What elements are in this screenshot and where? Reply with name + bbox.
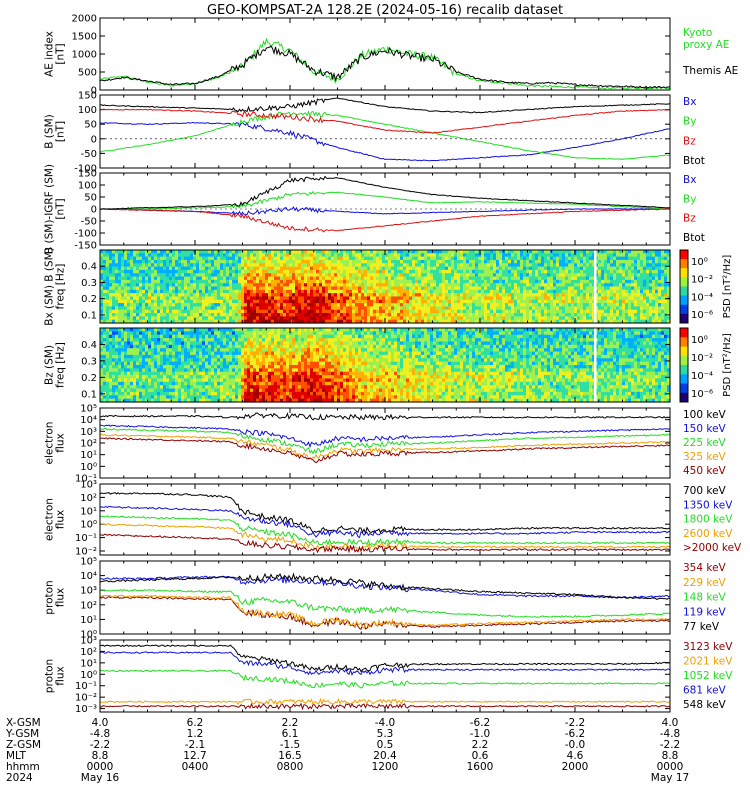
ytick-label: 2000 <box>72 14 97 25</box>
ytick-label: -50 <box>81 149 97 160</box>
series-line-1-2 <box>100 109 670 133</box>
legend-label: Btot <box>683 155 705 167</box>
ytick-label: 0.1 <box>81 310 97 321</box>
legend-label: Kyoto <box>683 27 712 39</box>
colorbar-label: PSD [nT²/Hz] <box>722 255 733 319</box>
ytick-label: -50 <box>81 217 97 228</box>
ytick-label: -150 <box>74 241 97 252</box>
ytick-label: 1000 <box>72 50 97 61</box>
y-axis-label: freq [Hz] <box>55 264 67 310</box>
legend-label: Btot <box>683 232 705 244</box>
ytick-label: -100 <box>74 229 97 240</box>
colorbar-segment <box>680 305 688 315</box>
colorbar-segment <box>680 259 688 269</box>
series-line-0-0 <box>100 39 670 89</box>
ytick-label: 0.3 <box>81 278 97 289</box>
y-axis-label: [nT] <box>55 43 67 64</box>
colorbar-segment <box>680 287 688 297</box>
ytick-label: 0 <box>91 205 97 216</box>
legend-label: Themis AE <box>682 65 738 77</box>
ytick-label: 1500 <box>72 32 97 43</box>
ytick-label: 500 <box>78 68 97 79</box>
colorbar-segment <box>680 296 688 306</box>
ytick-label: 50 <box>84 193 97 204</box>
colorbar-segment <box>680 268 688 278</box>
series-line-1-0 <box>100 122 670 160</box>
colorbar-tick-label: 10⁻² <box>691 275 713 286</box>
legend-label: Bz <box>683 213 696 225</box>
ytick-label: 150 <box>78 169 97 180</box>
ytick-label: 100 <box>78 181 97 192</box>
legend-label: By <box>683 193 696 205</box>
ytick-label: 100 <box>78 105 97 116</box>
legend-label: Bx <box>683 174 696 186</box>
legend-label: Bz <box>683 135 696 147</box>
colorbar-segment <box>680 250 688 260</box>
ytick-label: 0 <box>91 134 97 145</box>
legend-label: Bx <box>683 96 696 108</box>
panel-frame <box>100 18 670 90</box>
y-axis-label: [nT] <box>55 198 67 219</box>
ytick-label: 50 <box>84 120 97 131</box>
legend-label: proxy AE <box>683 39 729 51</box>
colorbar-tick-label: 10⁻⁴ <box>691 292 713 303</box>
series-line-1-1 <box>100 111 670 159</box>
series-line-2-2 <box>100 209 670 232</box>
colorbar-tick-label: 10⁻⁶ <box>691 310 713 321</box>
colorbar-segment <box>680 277 688 287</box>
y-axis-label: [nT] <box>55 121 67 142</box>
ytick-label: 150 <box>78 91 97 102</box>
data-gap-line <box>594 250 597 323</box>
ytick-label: 0.4 <box>81 262 97 273</box>
series-line-0-1 <box>100 46 670 88</box>
figure-title: GEO-KOMPSAT-2A 128.2E (2024-05-16) recal… <box>207 3 563 18</box>
legend-label: By <box>683 116 696 128</box>
colorbar-segment <box>680 314 688 324</box>
ytick-label: 0.2 <box>81 294 97 305</box>
colorbar-tick-label: 10⁰ <box>691 257 708 268</box>
